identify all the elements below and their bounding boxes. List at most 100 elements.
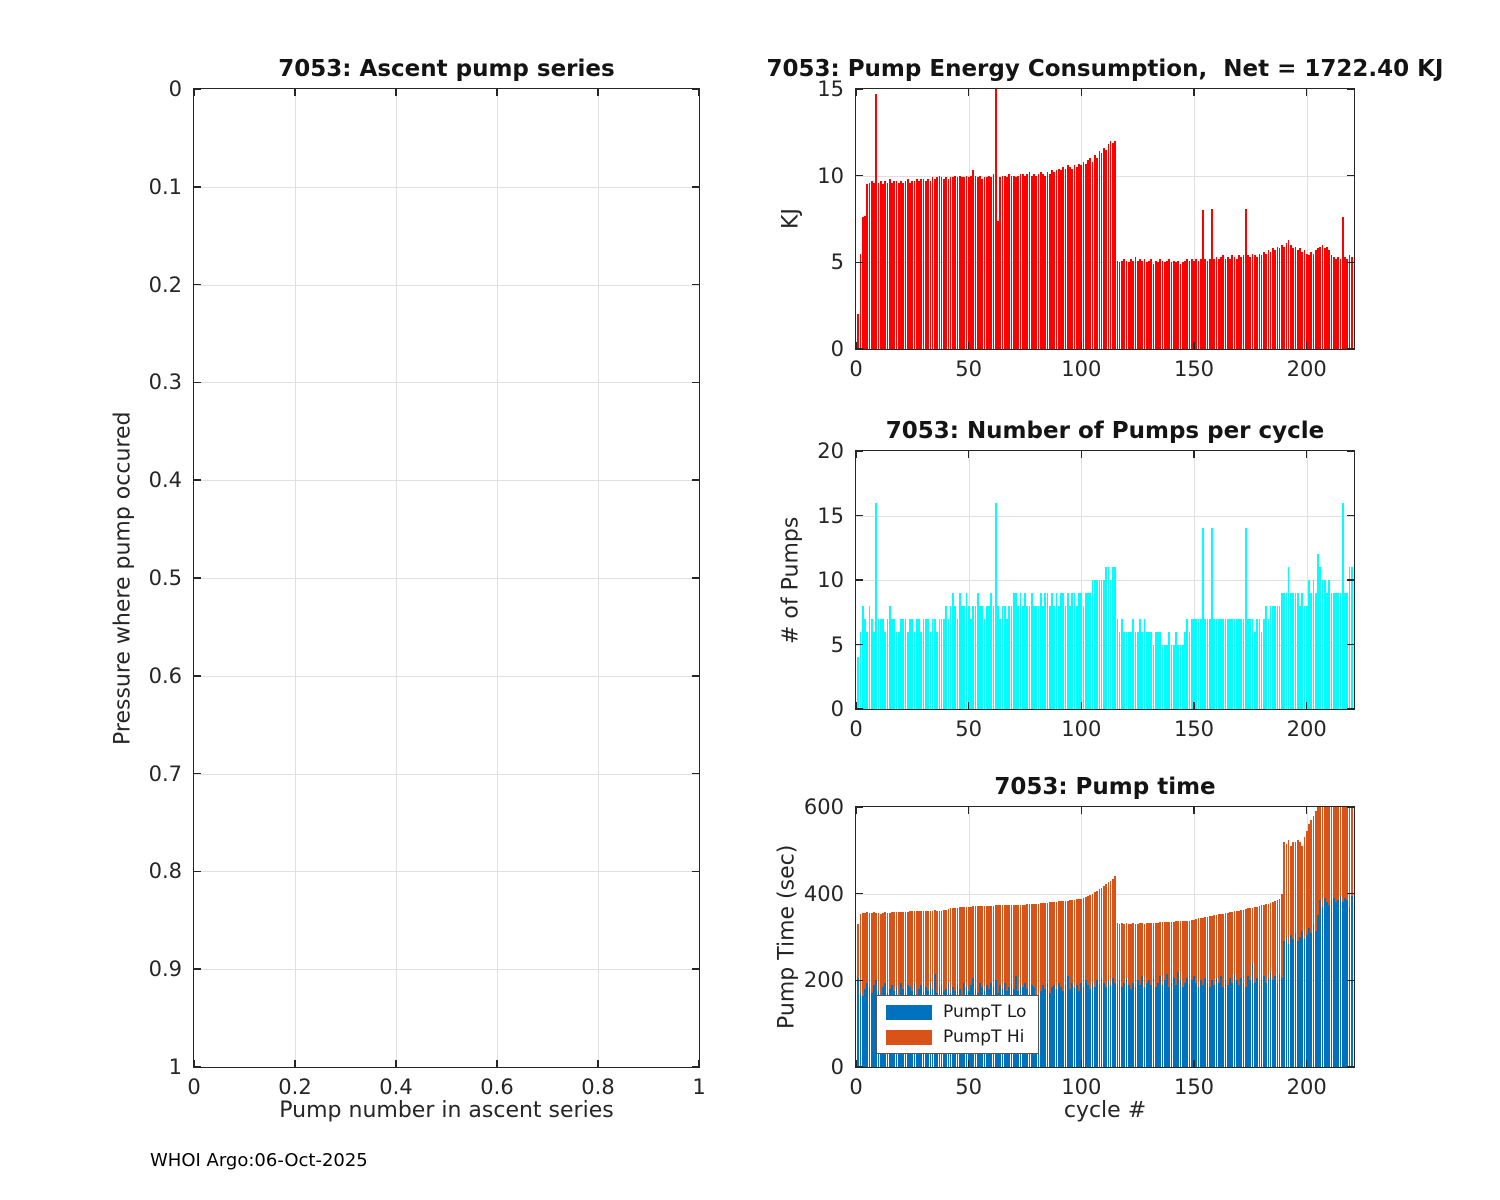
- bar: [864, 618, 866, 709]
- stacked-bar-lo: [1190, 980, 1193, 1067]
- bar: [864, 215, 866, 349]
- bar: [1208, 618, 1211, 709]
- stacked-bar-hi: [1267, 903, 1270, 979]
- bar: [1046, 172, 1049, 349]
- stacked-bar-hi: [1177, 921, 1180, 972]
- stacked-bar-lo: [1215, 978, 1218, 1067]
- bar: [1012, 175, 1015, 349]
- bar: [927, 618, 929, 709]
- bar: [1121, 260, 1123, 349]
- stacked-bar-hi: [1208, 916, 1211, 987]
- stacked-bar-lo: [1053, 984, 1056, 1067]
- stacked-bar-hi: [1044, 902, 1047, 989]
- bar: [1109, 141, 1112, 349]
- bar: [906, 631, 909, 709]
- bar: [1055, 170, 1058, 349]
- y-tick-label: 5: [830, 250, 844, 275]
- bar: [979, 605, 981, 709]
- x-tick-mark: [1080, 451, 1083, 458]
- bar: [1069, 605, 1071, 709]
- stacked-bar-hi: [1253, 907, 1256, 983]
- stacked-bar-lo: [1305, 934, 1308, 1067]
- x-tick-mark: [967, 89, 970, 96]
- bar: [1078, 592, 1080, 709]
- bar: [958, 175, 961, 349]
- bar: [1332, 592, 1335, 709]
- stacked-bar-hi: [909, 911, 911, 987]
- x-tick-mark: [597, 1060, 599, 1067]
- stacked-bar-lo: [1211, 980, 1213, 1067]
- bar: [918, 180, 920, 349]
- stacked-bar-hi: [1114, 876, 1116, 983]
- bar: [1263, 251, 1265, 349]
- bar: [868, 182, 871, 349]
- stacked-bar-hi: [1238, 910, 1240, 985]
- stacked-bar-hi: [1098, 889, 1101, 985]
- bar: [861, 217, 864, 349]
- stacked-bar-lo: [1089, 989, 1092, 1067]
- bar: [870, 618, 873, 709]
- stacked-bar-hi: [931, 910, 934, 989]
- stacked-bar-hi: [1069, 900, 1071, 989]
- bar: [976, 592, 979, 709]
- y-tick-mark: [194, 1066, 201, 1068]
- y-tick-label: 1: [168, 1055, 182, 1079]
- bar: [1127, 262, 1130, 349]
- stacked-bar-lo: [1100, 978, 1103, 1067]
- bar: [943, 179, 945, 349]
- stacked-bar-lo: [1233, 973, 1236, 1067]
- bar: [1190, 258, 1193, 349]
- stacked-bar-hi: [1346, 807, 1349, 901]
- stacked-bar-hi: [1235, 911, 1238, 981]
- stacked-bar-hi: [1323, 807, 1326, 898]
- stacked-bar-hi: [864, 913, 866, 989]
- bar: [1012, 592, 1015, 709]
- bar: [1062, 592, 1065, 709]
- bar: [1039, 592, 1042, 709]
- stacked-bar-hi: [1226, 912, 1229, 985]
- x-tick-mark: [855, 451, 857, 458]
- bar: [1136, 631, 1139, 709]
- bar: [1096, 580, 1098, 709]
- bar: [1193, 260, 1195, 349]
- gridline-horizontal: [856, 580, 1354, 581]
- bar: [1195, 258, 1198, 349]
- stacked-bar-hi: [1017, 904, 1020, 992]
- bar: [1051, 170, 1053, 349]
- stacked-bar-lo: [1290, 934, 1292, 1067]
- stacked-bar-lo: [1082, 986, 1085, 1067]
- bar: [1263, 618, 1265, 709]
- stacked-bar-hi: [1134, 923, 1137, 987]
- stacked-bar-hi: [1033, 904, 1035, 987]
- bar: [1341, 217, 1344, 349]
- bar: [985, 605, 988, 709]
- stacked-bar-lo: [1296, 941, 1299, 1067]
- stacked-bar-lo: [1062, 991, 1065, 1067]
- bar: [1051, 592, 1053, 709]
- y-tick-mark: [1347, 514, 1354, 517]
- bar: [1233, 618, 1236, 709]
- bar: [906, 179, 909, 349]
- stacked-bar-hi: [1301, 846, 1304, 931]
- bar: [1231, 255, 1234, 349]
- stacked-bar-lo: [1208, 986, 1211, 1067]
- stacked-bar-lo: [1312, 924, 1315, 1067]
- bar: [1287, 239, 1290, 349]
- bar: [1168, 631, 1171, 709]
- bar: [1066, 165, 1069, 349]
- y-tick-label: 0.2: [148, 272, 182, 297]
- bar: [1335, 592, 1337, 709]
- bar: [1303, 605, 1306, 709]
- bar: [1075, 605, 1078, 709]
- stacked-bar-lo: [1260, 980, 1263, 1067]
- bar: [857, 314, 860, 349]
- bar: [1048, 173, 1051, 349]
- stacked-bar-hi: [961, 907, 963, 996]
- bar: [1053, 605, 1056, 709]
- x-tick-mark: [1080, 807, 1083, 814]
- stacked-bar-hi: [1141, 923, 1144, 976]
- stacked-bar-lo: [1154, 986, 1157, 1067]
- bar: [1305, 253, 1308, 349]
- stacked-bar-lo: [1172, 978, 1175, 1067]
- stacked-bar-hi: [1112, 878, 1114, 979]
